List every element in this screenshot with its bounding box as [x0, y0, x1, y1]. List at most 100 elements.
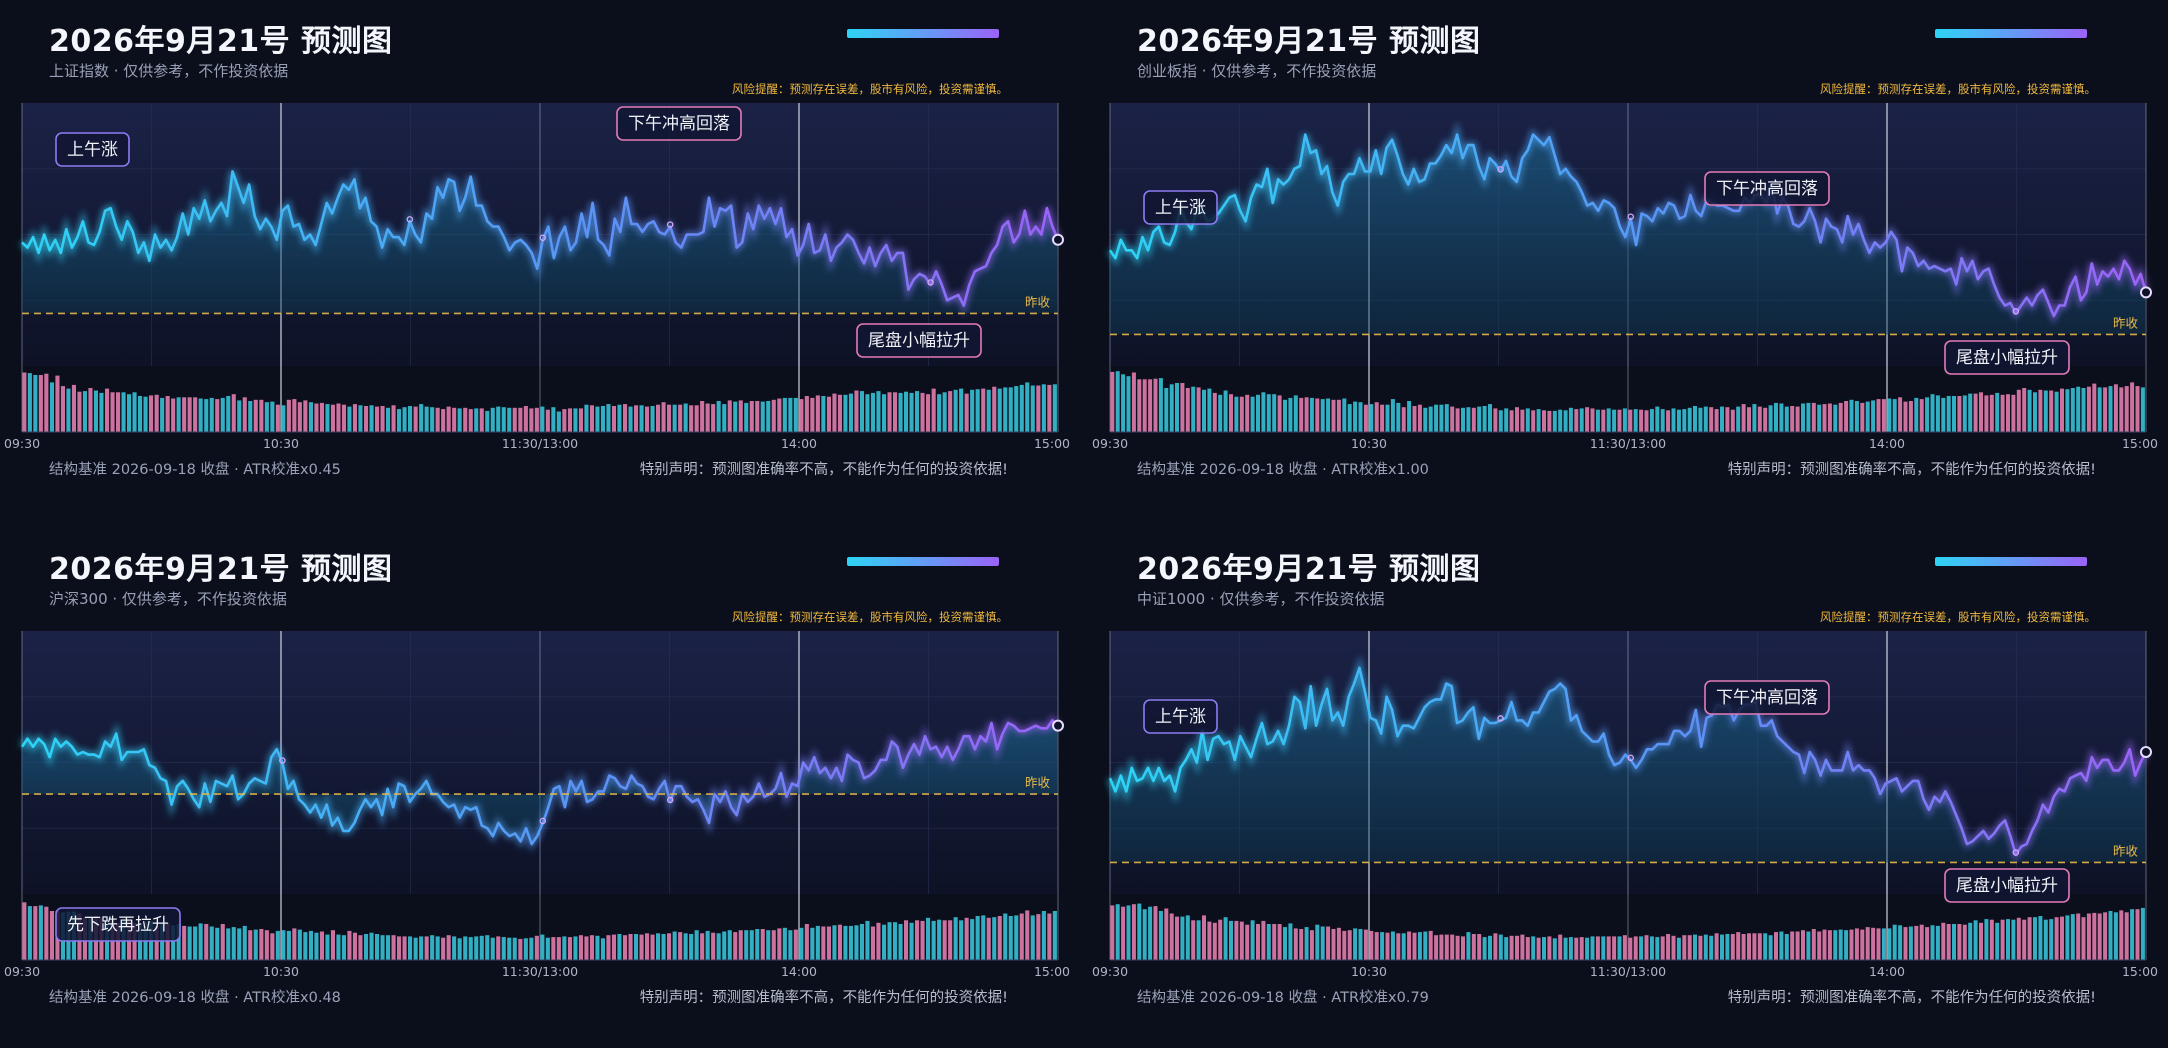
volume-bar	[1801, 930, 1805, 960]
volume-bar	[628, 934, 633, 960]
volume-bar	[793, 929, 798, 960]
volume-bar	[479, 408, 484, 432]
volume-bar	[915, 920, 920, 960]
volume-bar	[1153, 378, 1158, 432]
volume-bar	[1471, 407, 1476, 432]
volume-bar	[1714, 409, 1719, 432]
volume-bar	[1019, 913, 1024, 960]
volume-bar	[2076, 913, 2081, 960]
volume-bar	[2011, 919, 2016, 960]
volume-bar	[1806, 931, 1811, 960]
volume-bar	[518, 407, 523, 432]
volume-bar	[171, 925, 176, 960]
volume-bar	[1838, 402, 1843, 432]
volume-bar	[1008, 916, 1013, 960]
event-marker	[1627, 213, 1634, 220]
volume-bar	[2016, 917, 2021, 960]
volume-bar	[2130, 382, 2135, 432]
volume-bar	[1047, 384, 1052, 432]
volume-bar	[380, 935, 385, 960]
volume-bar	[893, 392, 898, 432]
volume-bar	[1741, 934, 1746, 960]
volume-bar	[325, 934, 330, 960]
volume-bar	[237, 400, 242, 432]
volume-bar	[1703, 934, 1708, 960]
volume-bar	[2022, 919, 2027, 960]
volume-bar	[1941, 397, 1946, 432]
volume-bar	[2108, 386, 2113, 432]
volume-bar	[2140, 387, 2145, 432]
forecast-panel-hs300: 2026年9月21号 预测图 沪深300 · 仅供参考，不作投资依据 风险提醒：…	[0, 528, 1070, 1038]
volume-bar	[1126, 376, 1131, 432]
forecast-panel-sh: 2026年9月21号 预测图 上证指数 · 仅供参考，不作投资依据 风险提醒：预…	[0, 0, 1070, 510]
volume-bar	[1439, 934, 1444, 960]
volume-bar	[1757, 933, 1762, 960]
volume-bar	[1552, 410, 1557, 432]
x-tick-label: 11:30/13:00	[1590, 436, 1666, 450]
volume-bar	[496, 406, 501, 432]
volume-bar	[744, 402, 749, 432]
volume-bar	[1833, 404, 1838, 432]
volume-bar	[1052, 384, 1057, 432]
volume-bar	[1633, 936, 1638, 960]
volume-bar	[1801, 403, 1805, 432]
volume-bar	[1180, 383, 1185, 432]
volume-bar	[419, 936, 424, 960]
volume-bar	[1185, 915, 1190, 960]
volume-bar	[1968, 393, 1973, 432]
volume-bar	[1320, 926, 1325, 960]
volume-bar	[463, 407, 468, 432]
volume-bar	[270, 933, 275, 960]
volume-bar	[1315, 924, 1320, 960]
volume-bar	[457, 408, 462, 432]
volume-bar	[1542, 410, 1546, 432]
volume-bar	[1407, 401, 1412, 432]
volume-bar	[749, 930, 754, 960]
volume-bar	[876, 922, 881, 960]
volume-bar	[121, 392, 126, 432]
volume-bar	[1509, 410, 1514, 432]
volume-bar	[1579, 937, 1584, 960]
volume-bar	[1881, 928, 1886, 960]
volume-bar	[60, 386, 65, 432]
volume-bar	[193, 397, 198, 432]
volume-bar	[2000, 919, 2005, 960]
volume-bar	[1779, 931, 1784, 960]
volume-bar	[1488, 935, 1492, 960]
volume-bar	[1768, 405, 1773, 432]
volume-bar	[49, 911, 54, 960]
volume-bar	[716, 401, 721, 432]
volume-bar	[1736, 406, 1741, 432]
volume-bar	[1256, 924, 1260, 960]
last-point-marker	[2140, 286, 2152, 299]
volume-bar	[259, 399, 264, 432]
session-separators	[21, 631, 1059, 960]
volume-bar	[1989, 919, 1994, 960]
volume-bar	[672, 931, 677, 960]
volume-bar	[2016, 389, 2021, 432]
volume-bar	[1941, 922, 1946, 960]
volume-bar	[1266, 394, 1271, 432]
volume-bar	[308, 930, 313, 960]
volume-bar	[986, 389, 991, 432]
volume-bar	[848, 925, 853, 960]
volume-bar	[997, 916, 1002, 960]
volume-bar	[292, 399, 297, 432]
annotation-text: 下午冲高回落	[1716, 179, 1818, 199]
volume-bar	[264, 402, 269, 432]
volume-bar	[859, 391, 864, 432]
panel-subtitle: 上证指数 · 仅供参考，不作投资依据	[49, 62, 289, 80]
volume-bar	[352, 404, 357, 432]
volume-bar	[226, 396, 231, 432]
volume-bar	[1363, 404, 1368, 432]
volume-bar	[2006, 394, 2010, 432]
volume-bar	[424, 936, 429, 960]
volume-bar	[1871, 927, 1876, 960]
volume-bar	[292, 928, 297, 960]
volume-bar	[160, 924, 165, 960]
volume-bar	[397, 936, 402, 960]
volume-bar	[1164, 908, 1169, 960]
volume-bar	[2043, 919, 2048, 960]
volume-bar	[1865, 927, 1870, 960]
volume-bar	[1531, 936, 1536, 960]
